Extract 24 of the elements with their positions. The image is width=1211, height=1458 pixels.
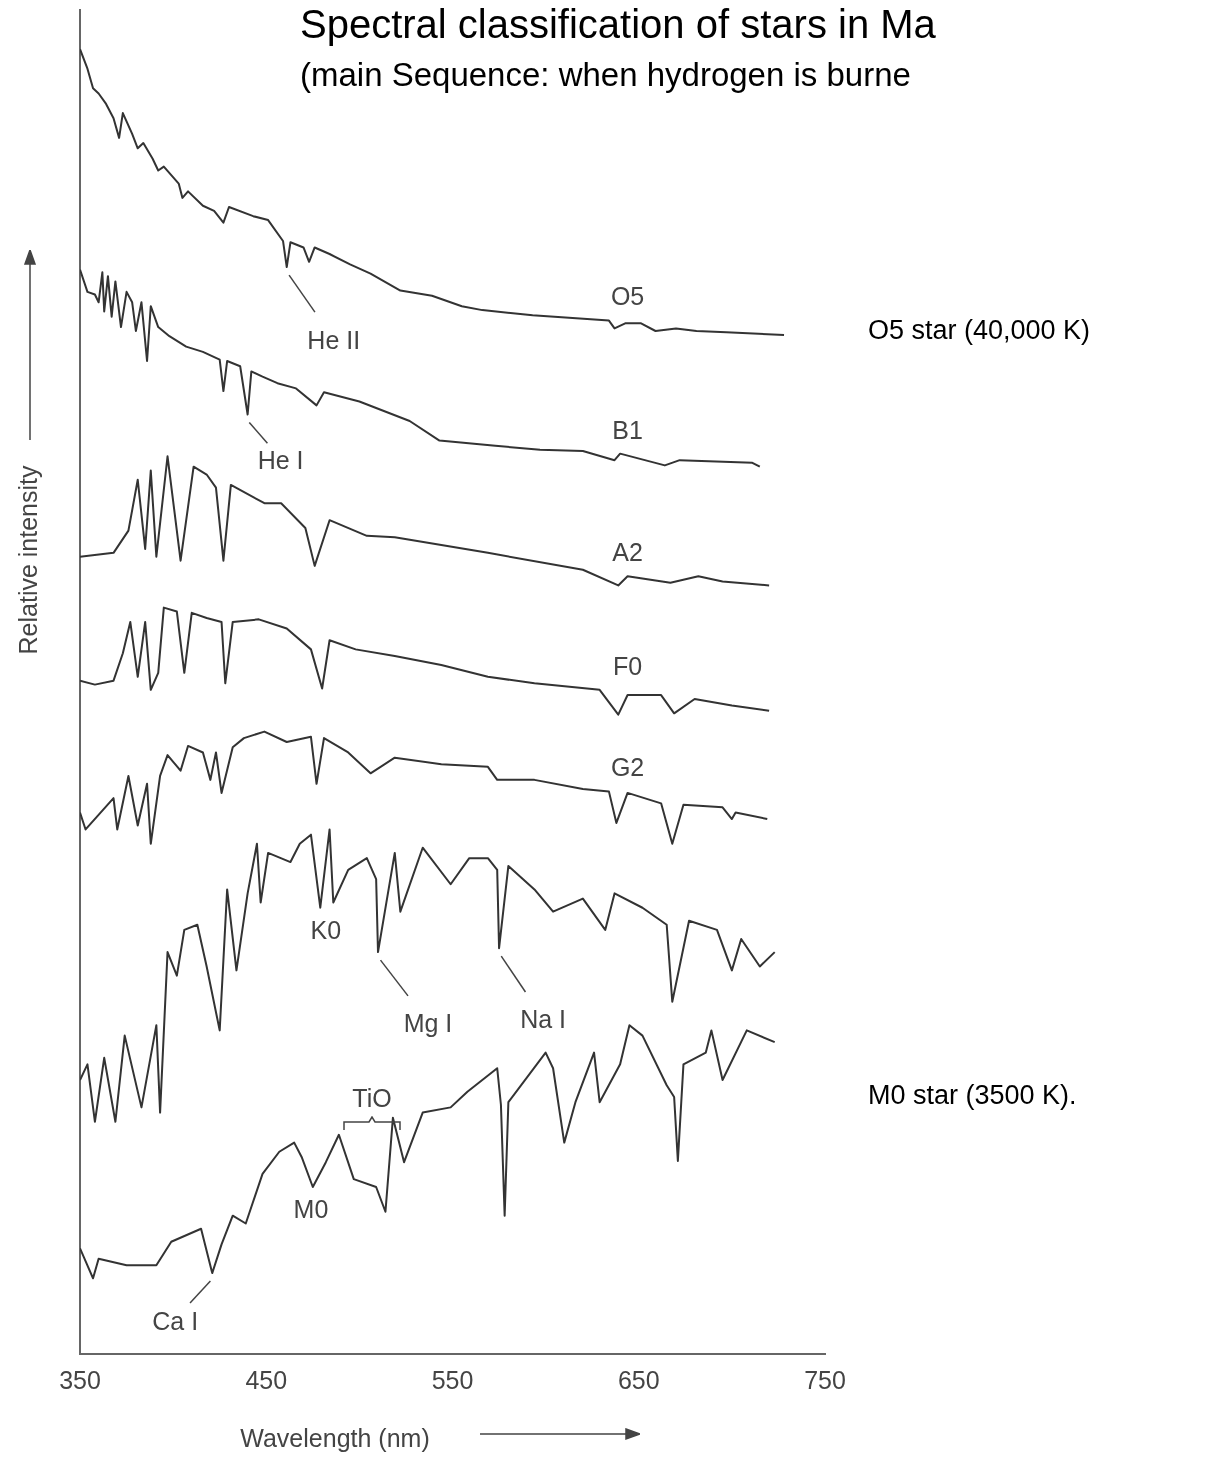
chart-subtitle: (main Sequence: when hydrogen is burne bbox=[300, 56, 911, 94]
x-axis-title: Wavelength (nm) bbox=[240, 1423, 430, 1452]
series-label: A2 bbox=[612, 538, 643, 567]
y-axis-title: Relative intensity bbox=[13, 465, 42, 655]
annotation: Mg I bbox=[403, 1009, 453, 1037]
text: M0 star (3500 K). bbox=[868, 1079, 1077, 1111]
x-tick-label: 550 bbox=[431, 1365, 474, 1394]
series-label: F0 bbox=[612, 651, 643, 680]
x-tick-label: 750 bbox=[804, 1365, 846, 1394]
series-label: O5 bbox=[610, 282, 645, 311]
series-label: B1 bbox=[612, 415, 643, 444]
series-label: G2 bbox=[610, 753, 645, 782]
chart-title: Spectral classification of stars in Ma bbox=[300, 2, 936, 47]
annotation: He II bbox=[307, 325, 361, 354]
series-label: M0 bbox=[293, 1194, 329, 1223]
annotation: Na I bbox=[520, 1005, 566, 1034]
annotation: He I bbox=[257, 446, 304, 475]
annotation: TiO bbox=[352, 1083, 392, 1113]
x-tick-label: 450 bbox=[245, 1365, 288, 1394]
x-tick-label: 650 bbox=[617, 1365, 660, 1394]
x-tick-label: 350 bbox=[59, 1365, 101, 1394]
annotation: Ca I bbox=[152, 1306, 199, 1335]
text: O5 star (40,000 K) bbox=[868, 314, 1091, 346]
series-label: K0 bbox=[310, 915, 342, 944]
